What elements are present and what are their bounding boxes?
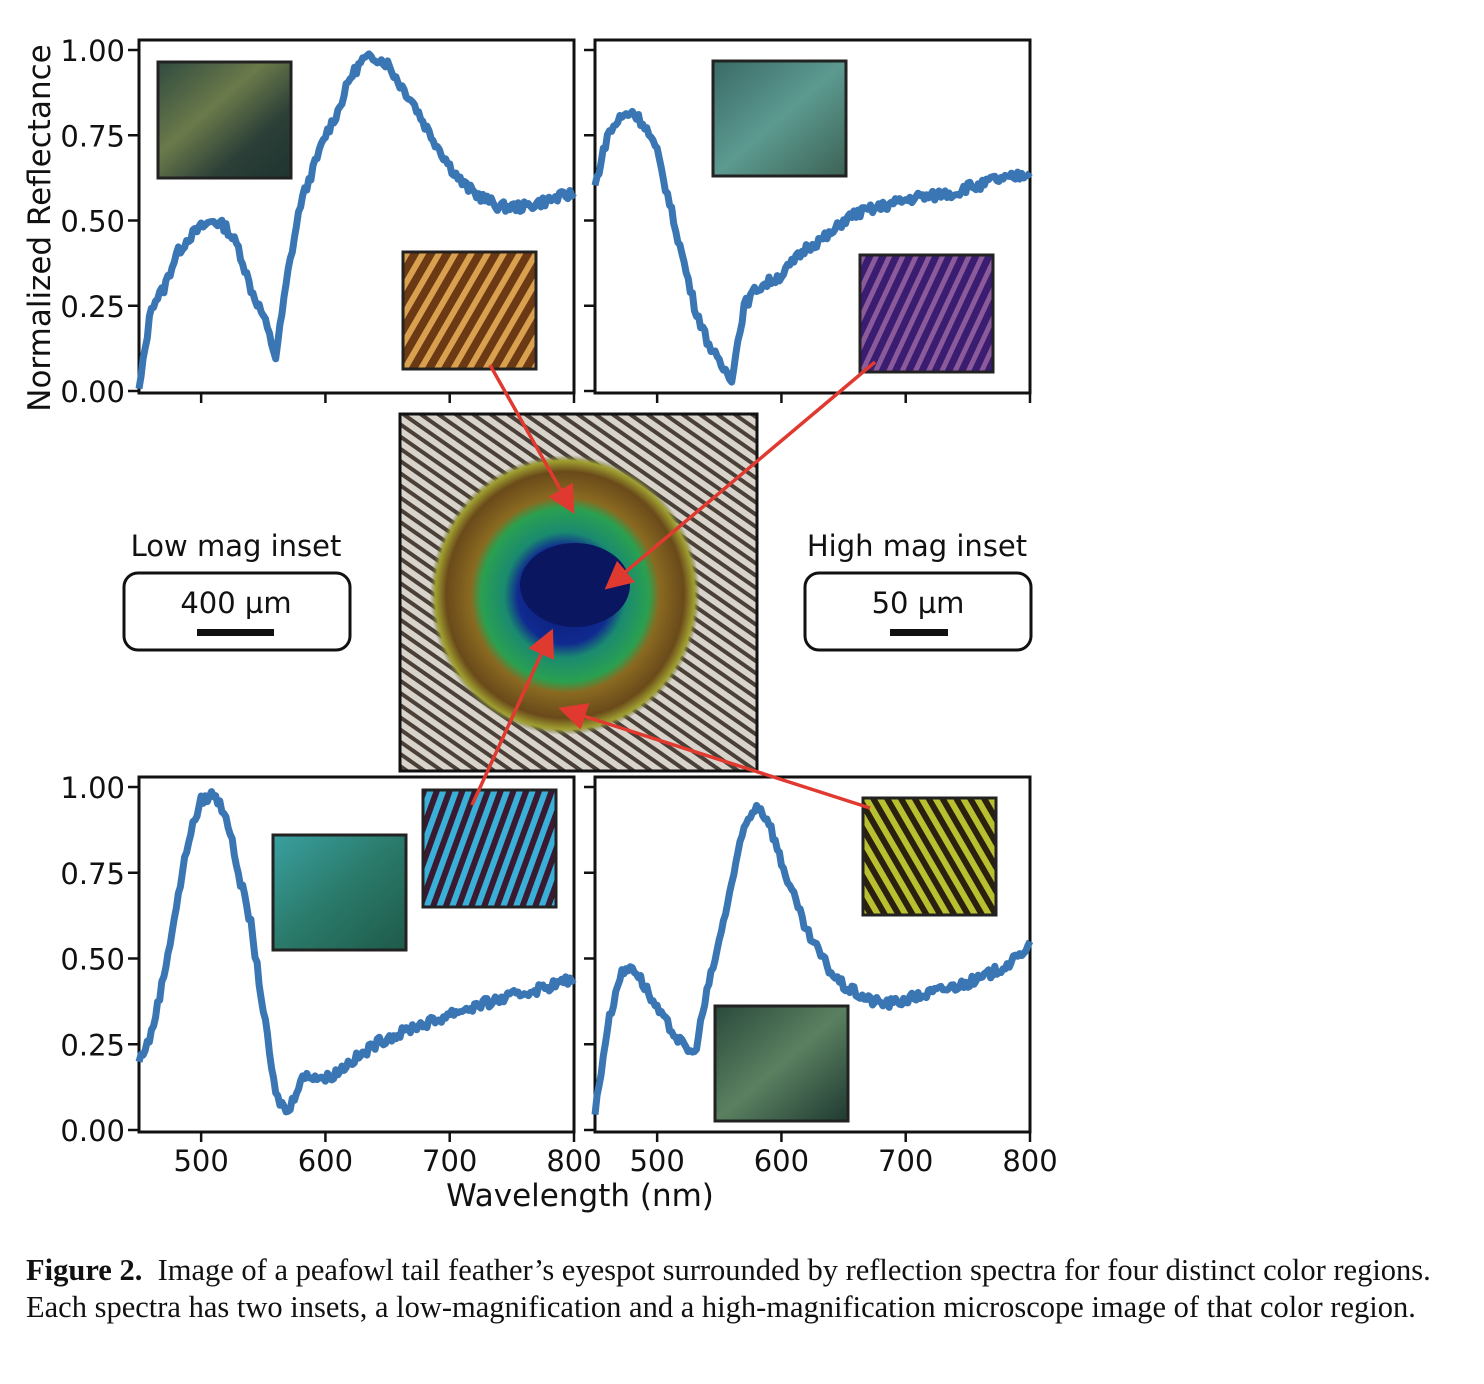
spectrum-line-0 xyxy=(135,50,577,390)
x-tick-label: 600 xyxy=(298,1144,353,1178)
caption-text: Image of a peafowl tail feather’s eyespo… xyxy=(26,1253,1431,1324)
y-tick-label: 1.00 xyxy=(60,34,125,68)
y-axis-title: Normalized Reflectance xyxy=(22,44,58,411)
arrow-top-right xyxy=(604,360,877,590)
high-mag-title: High mag inset xyxy=(807,529,1027,563)
arrow-bottom-right xyxy=(558,703,871,810)
tr-high-mag-inset xyxy=(858,253,995,374)
x-tick-label: 800 xyxy=(1002,1144,1057,1178)
x-axis-title: Wavelength (nm) xyxy=(446,1178,714,1214)
figure-caption: Figure 2. Image of a peafowl tail feathe… xyxy=(26,1252,1466,1325)
x-tick-label: 700 xyxy=(878,1144,933,1178)
spectrum-line-2 xyxy=(135,788,577,1116)
y-tick-label: 0.00 xyxy=(60,1114,125,1148)
arrow-top-left xyxy=(488,364,575,515)
spectrum-line-3 xyxy=(591,801,1034,1115)
x-tick-label: 800 xyxy=(546,1144,601,1178)
low-mag-title: Low mag inset xyxy=(131,529,342,563)
low-mag-scale-bar xyxy=(197,629,274,636)
bl-high-mag-inset xyxy=(421,788,558,909)
y-tick-label: 0.25 xyxy=(60,1028,125,1062)
y-tick-label: 0.00 xyxy=(60,375,125,409)
y-tick-label: 0.50 xyxy=(60,943,125,977)
arrow-bottom-left xyxy=(470,628,554,806)
y-tick-label: 0.25 xyxy=(60,290,125,324)
center-feather-photo xyxy=(398,412,759,773)
high-mag-scale-box xyxy=(803,571,1033,652)
tl-high-mag-inset xyxy=(401,250,538,371)
x-tick-label: 700 xyxy=(422,1144,477,1178)
spectrum-line-1 xyxy=(591,107,1033,386)
tl-low-mag-inset xyxy=(156,60,293,180)
x-tick-label: 500 xyxy=(173,1144,228,1178)
bl-low-mag-inset xyxy=(271,833,408,952)
br-high-mag-inset xyxy=(861,796,998,917)
tr-low-mag-inset xyxy=(711,59,848,178)
figure: 0.00 0.25 0.50 0.75 1.00 0.00 0.25 0.50 0.75 1.00… xyxy=(22,34,1058,1214)
y-tick-label: 1.00 xyxy=(60,771,125,805)
caption-label: Figure 2. xyxy=(26,1253,143,1287)
high-mag-scale-label: 50 µm xyxy=(872,586,965,620)
y-tick-label: 0.75 xyxy=(60,857,125,891)
br-low-mag-inset xyxy=(713,1004,850,1123)
y-tick-label: 0.75 xyxy=(60,119,125,153)
x-tick-label: 600 xyxy=(754,1144,809,1178)
low-mag-scale-label: 400 µm xyxy=(180,586,291,620)
eyespot-center xyxy=(520,543,630,627)
low-mag-scale-box xyxy=(122,571,352,652)
x-tick-label: 500 xyxy=(629,1144,684,1178)
y-tick-label: 0.50 xyxy=(60,205,125,239)
high-mag-scale-bar xyxy=(890,629,948,636)
